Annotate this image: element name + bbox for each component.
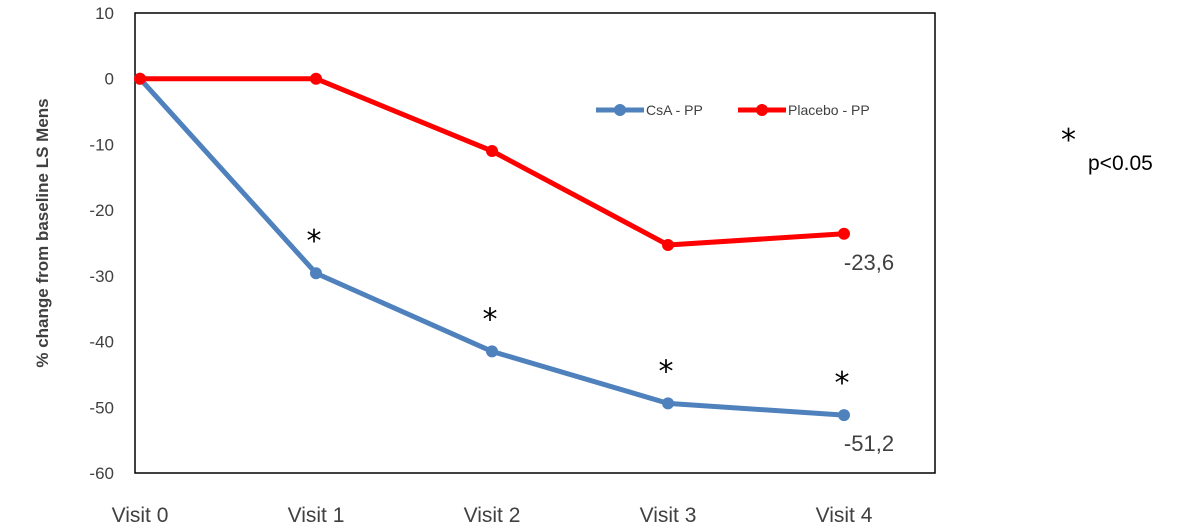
y-tick-label: -50 <box>89 398 114 417</box>
series-point <box>838 227 850 240</box>
significance-star: * <box>835 366 850 401</box>
series-line <box>138 77 845 418</box>
x-tick-label: Visit 1 <box>288 504 345 527</box>
legend-label: Placebo - PP <box>788 102 870 118</box>
series-point <box>310 267 322 280</box>
series-point <box>838 409 850 422</box>
y-tick-label: -60 <box>89 464 114 483</box>
significance-star: * <box>483 302 498 337</box>
significance-note: * p<0.05 <box>1061 123 1153 175</box>
series-point <box>134 72 146 85</box>
x-tick-label: Visit 2 <box>464 504 521 527</box>
legend-swatch-marker <box>614 104 626 116</box>
y-tick-label: -40 <box>89 333 114 352</box>
x-axis-ticks: Visit 0 Visit 1 Visit 2 Visit 3 Visit 4 <box>112 504 873 527</box>
data-label: -51,2 <box>844 431 894 456</box>
y-tick-label: 10 <box>95 4 114 23</box>
series-layer <box>134 72 850 422</box>
y-tick-label: -20 <box>89 201 114 220</box>
series-point <box>486 145 498 157</box>
series-point <box>486 345 498 358</box>
series-point <box>662 238 674 251</box>
legend-label: CsA - PP <box>646 102 703 118</box>
series-point <box>662 397 674 410</box>
x-tick-label: Visit 0 <box>112 504 169 527</box>
legend: CsA - PP Placebo - PP <box>596 102 870 118</box>
x-tick-label: Visit 3 <box>640 504 697 527</box>
plot-area-frame <box>134 12 936 474</box>
significance-markers: * * * * <box>307 224 850 401</box>
y-tick-label: -10 <box>89 135 114 154</box>
note-text: p<0.05 <box>1088 152 1153 175</box>
series-line <box>140 76 845 248</box>
series-point <box>310 72 322 85</box>
significance-star: * <box>659 354 674 389</box>
legend-swatch-marker <box>756 104 768 116</box>
data-label: -23,6 <box>844 250 894 275</box>
y-axis-ticks: 10 0 -10 -20 -30 -40 -50 -60 <box>89 4 114 483</box>
y-tick-label: -30 <box>89 267 114 286</box>
note-star: * <box>1061 123 1076 158</box>
data-labels: -23,6 -51,2 <box>844 250 894 456</box>
y-tick-label: 0 <box>105 70 114 89</box>
x-tick-label: Visit 4 <box>816 504 873 527</box>
significance-star: * <box>307 224 322 259</box>
y-axis-label: % change from baseline LS Mens <box>33 98 52 367</box>
